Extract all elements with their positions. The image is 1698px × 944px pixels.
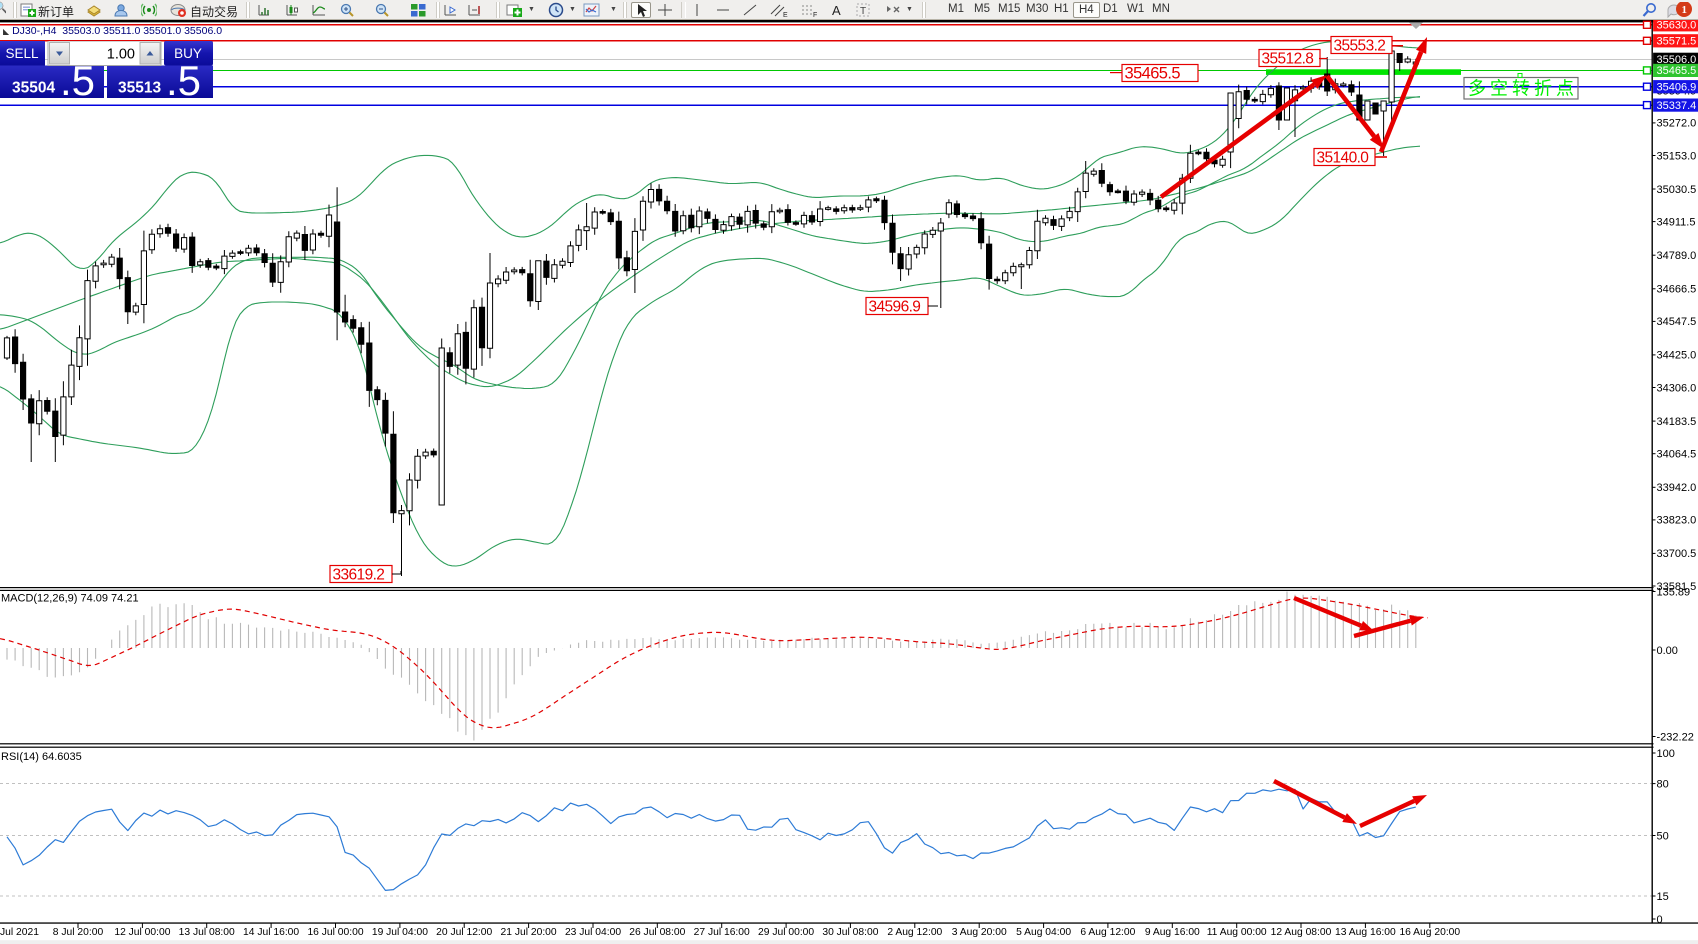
svg-text:35506.0: 35506.0 bbox=[1657, 54, 1697, 66]
svg-text:16 Jul 00:00: 16 Jul 00:00 bbox=[307, 927, 363, 938]
svg-text:MACD(12,26,9) 74.09 74.21: MACD(12,26,9) 74.09 74.21 bbox=[1, 593, 139, 605]
svg-text:35465.5: 35465.5 bbox=[1125, 64, 1181, 82]
svg-text:0: 0 bbox=[1657, 914, 1663, 926]
svg-text:35030.5: 35030.5 bbox=[1657, 184, 1697, 196]
svg-text:.5: .5 bbox=[166, 57, 201, 98]
svg-text:F: F bbox=[813, 12, 817, 18]
svg-text:-232.22: -232.22 bbox=[1657, 731, 1694, 743]
svg-text:33619.2: 33619.2 bbox=[333, 566, 385, 583]
svg-text:12 Aug 08:00: 12 Aug 08:00 bbox=[1271, 927, 1332, 938]
svg-text:1.00: 1.00 bbox=[107, 47, 135, 63]
svg-text:35406.9: 35406.9 bbox=[1657, 82, 1697, 94]
svg-text:34911.5: 34911.5 bbox=[1657, 216, 1696, 228]
svg-text:34596.9: 34596.9 bbox=[869, 298, 921, 315]
svg-text:12 Jul 00:00: 12 Jul 00:00 bbox=[114, 927, 170, 938]
svg-text:26 Jul 08:00: 26 Jul 08:00 bbox=[629, 927, 685, 938]
svg-text:33942.0: 33942.0 bbox=[1657, 482, 1697, 494]
svg-text:多空转折点: 多空转折点 bbox=[1468, 79, 1574, 99]
svg-text:27 Jul 16:00: 27 Jul 16:00 bbox=[694, 927, 750, 938]
svg-text:100: 100 bbox=[1657, 748, 1675, 760]
svg-text:50: 50 bbox=[1657, 830, 1669, 842]
svg-text:14 Jul 16:00: 14 Jul 16:00 bbox=[243, 927, 299, 938]
svg-text:29 Jul 00:00: 29 Jul 00:00 bbox=[758, 927, 814, 938]
svg-text:80: 80 bbox=[1657, 778, 1669, 790]
svg-text:33823.0: 33823.0 bbox=[1657, 515, 1697, 527]
svg-text:20 Jul 12:00: 20 Jul 12:00 bbox=[436, 927, 492, 938]
svg-text:19 Jul 04:00: 19 Jul 04:00 bbox=[372, 927, 428, 938]
svg-text:E: E bbox=[783, 12, 788, 18]
svg-text:13 Aug 16:00: 13 Aug 16:00 bbox=[1335, 927, 1396, 938]
svg-text:.5: .5 bbox=[60, 57, 95, 98]
svg-text:15: 15 bbox=[1657, 891, 1669, 903]
svg-text:23 Jul 04:00: 23 Jul 04:00 bbox=[565, 927, 621, 938]
svg-text:1: 1 bbox=[1682, 4, 1688, 16]
svg-text:35571.5: 35571.5 bbox=[1657, 36, 1697, 48]
svg-text:35553.2: 35553.2 bbox=[1334, 37, 1386, 54]
svg-text:35465.5: 35465.5 bbox=[1657, 65, 1697, 77]
svg-text:6 Aug 12:00: 6 Aug 12:00 bbox=[1080, 927, 1135, 938]
svg-text:35513: 35513 bbox=[118, 80, 161, 97]
svg-text:33700.5: 33700.5 bbox=[1657, 548, 1697, 560]
svg-text:30 Jul 08:00: 30 Jul 08:00 bbox=[822, 927, 878, 938]
svg-text:34666.5: 34666.5 bbox=[1657, 284, 1697, 296]
svg-text:5 Aug 04:00: 5 Aug 04:00 bbox=[1016, 927, 1071, 938]
svg-text:3 Aug 20:00: 3 Aug 20:00 bbox=[952, 927, 1007, 938]
svg-text:16 Aug 20:00: 16 Aug 20:00 bbox=[1399, 927, 1460, 938]
svg-text:35153.0: 35153.0 bbox=[1657, 150, 1697, 162]
svg-text:34306.0: 34306.0 bbox=[1657, 382, 1697, 394]
svg-text:35337.4: 35337.4 bbox=[1657, 100, 1697, 112]
svg-text:34064.5: 34064.5 bbox=[1657, 449, 1697, 461]
svg-text:9 Aug 16:00: 9 Aug 16:00 bbox=[1145, 927, 1200, 938]
svg-text:34183.5: 34183.5 bbox=[1657, 416, 1697, 428]
svg-text:34789.0: 34789.0 bbox=[1657, 250, 1697, 262]
svg-text:35504: 35504 bbox=[12, 80, 55, 97]
svg-text:8 Jul 20:00: 8 Jul 20:00 bbox=[53, 927, 104, 938]
svg-text:33581.5: 33581.5 bbox=[1657, 581, 1697, 593]
svg-text:35140.0: 35140.0 bbox=[1317, 149, 1370, 166]
svg-text:0.00: 0.00 bbox=[1657, 645, 1678, 657]
svg-text:35512.8: 35512.8 bbox=[1262, 50, 1314, 67]
svg-text:35630.0: 35630.0 bbox=[1657, 20, 1697, 32]
svg-text:34425.0: 34425.0 bbox=[1657, 350, 1697, 362]
svg-text:T: T bbox=[860, 6, 866, 17]
svg-text:35272.0: 35272.0 bbox=[1657, 118, 1697, 130]
svg-text:Jul 2021: Jul 2021 bbox=[0, 927, 39, 938]
svg-text:34547.5: 34547.5 bbox=[1657, 316, 1697, 328]
svg-text:13 Jul 08:00: 13 Jul 08:00 bbox=[179, 927, 235, 938]
svg-text:BUY: BUY bbox=[174, 46, 202, 61]
svg-text:SELL: SELL bbox=[5, 46, 39, 61]
svg-text:RSI(14) 64.6035: RSI(14) 64.6035 bbox=[1, 751, 82, 763]
svg-text:11 Aug 00:00: 11 Aug 00:00 bbox=[1207, 927, 1267, 938]
svg-text:21 Jul 20:00: 21 Jul 20:00 bbox=[501, 927, 557, 938]
svg-text:2 Aug 12:00: 2 Aug 12:00 bbox=[887, 927, 942, 938]
svg-text:135.89: 135.89 bbox=[1657, 586, 1691, 598]
